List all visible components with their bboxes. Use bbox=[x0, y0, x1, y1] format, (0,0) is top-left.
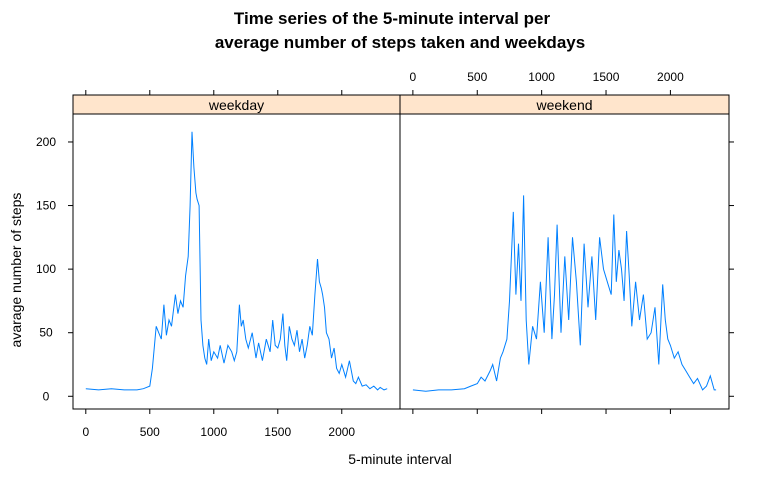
panel-frame-weekend bbox=[399, 113, 730, 410]
x-tick-label-bottom: 1000 bbox=[200, 425, 227, 439]
x-tick-label-top: 500 bbox=[467, 70, 487, 84]
x-tick-label-bottom: 0 bbox=[82, 425, 89, 439]
x-axis-label: 5-minute interval bbox=[348, 451, 452, 467]
x-tick-label-top: 1000 bbox=[528, 70, 555, 84]
chart-title-line-2: average number of steps taken and weekda… bbox=[215, 33, 585, 52]
y-tick-label: 50 bbox=[39, 326, 53, 340]
chart-title-line-1: Time series of the 5-minute interval per bbox=[234, 9, 551, 28]
x-tick-label-top: 1500 bbox=[593, 70, 620, 84]
x-tick-label-bottom: 2000 bbox=[328, 425, 355, 439]
x-tick-label-top: 0 bbox=[410, 70, 417, 84]
strip-label-weekend: weekend bbox=[535, 97, 592, 113]
y-tick-label: 100 bbox=[36, 262, 56, 276]
x-tick-label-bottom: 1500 bbox=[264, 425, 291, 439]
panel-frame-weekday bbox=[72, 113, 401, 410]
x-tick-label-top: 2000 bbox=[657, 70, 684, 84]
y-tick-label: 150 bbox=[36, 199, 56, 213]
strip-label-weekday: weekday bbox=[208, 97, 264, 113]
series-line-weekend bbox=[412, 195, 717, 392]
y-axis-label: avarage number of steps bbox=[8, 193, 24, 348]
x-tick-label-bottom: 500 bbox=[140, 425, 160, 439]
series-line-weekday bbox=[85, 131, 388, 391]
y-tick-label: 200 bbox=[36, 135, 56, 149]
y-tick-label: 0 bbox=[43, 389, 50, 403]
